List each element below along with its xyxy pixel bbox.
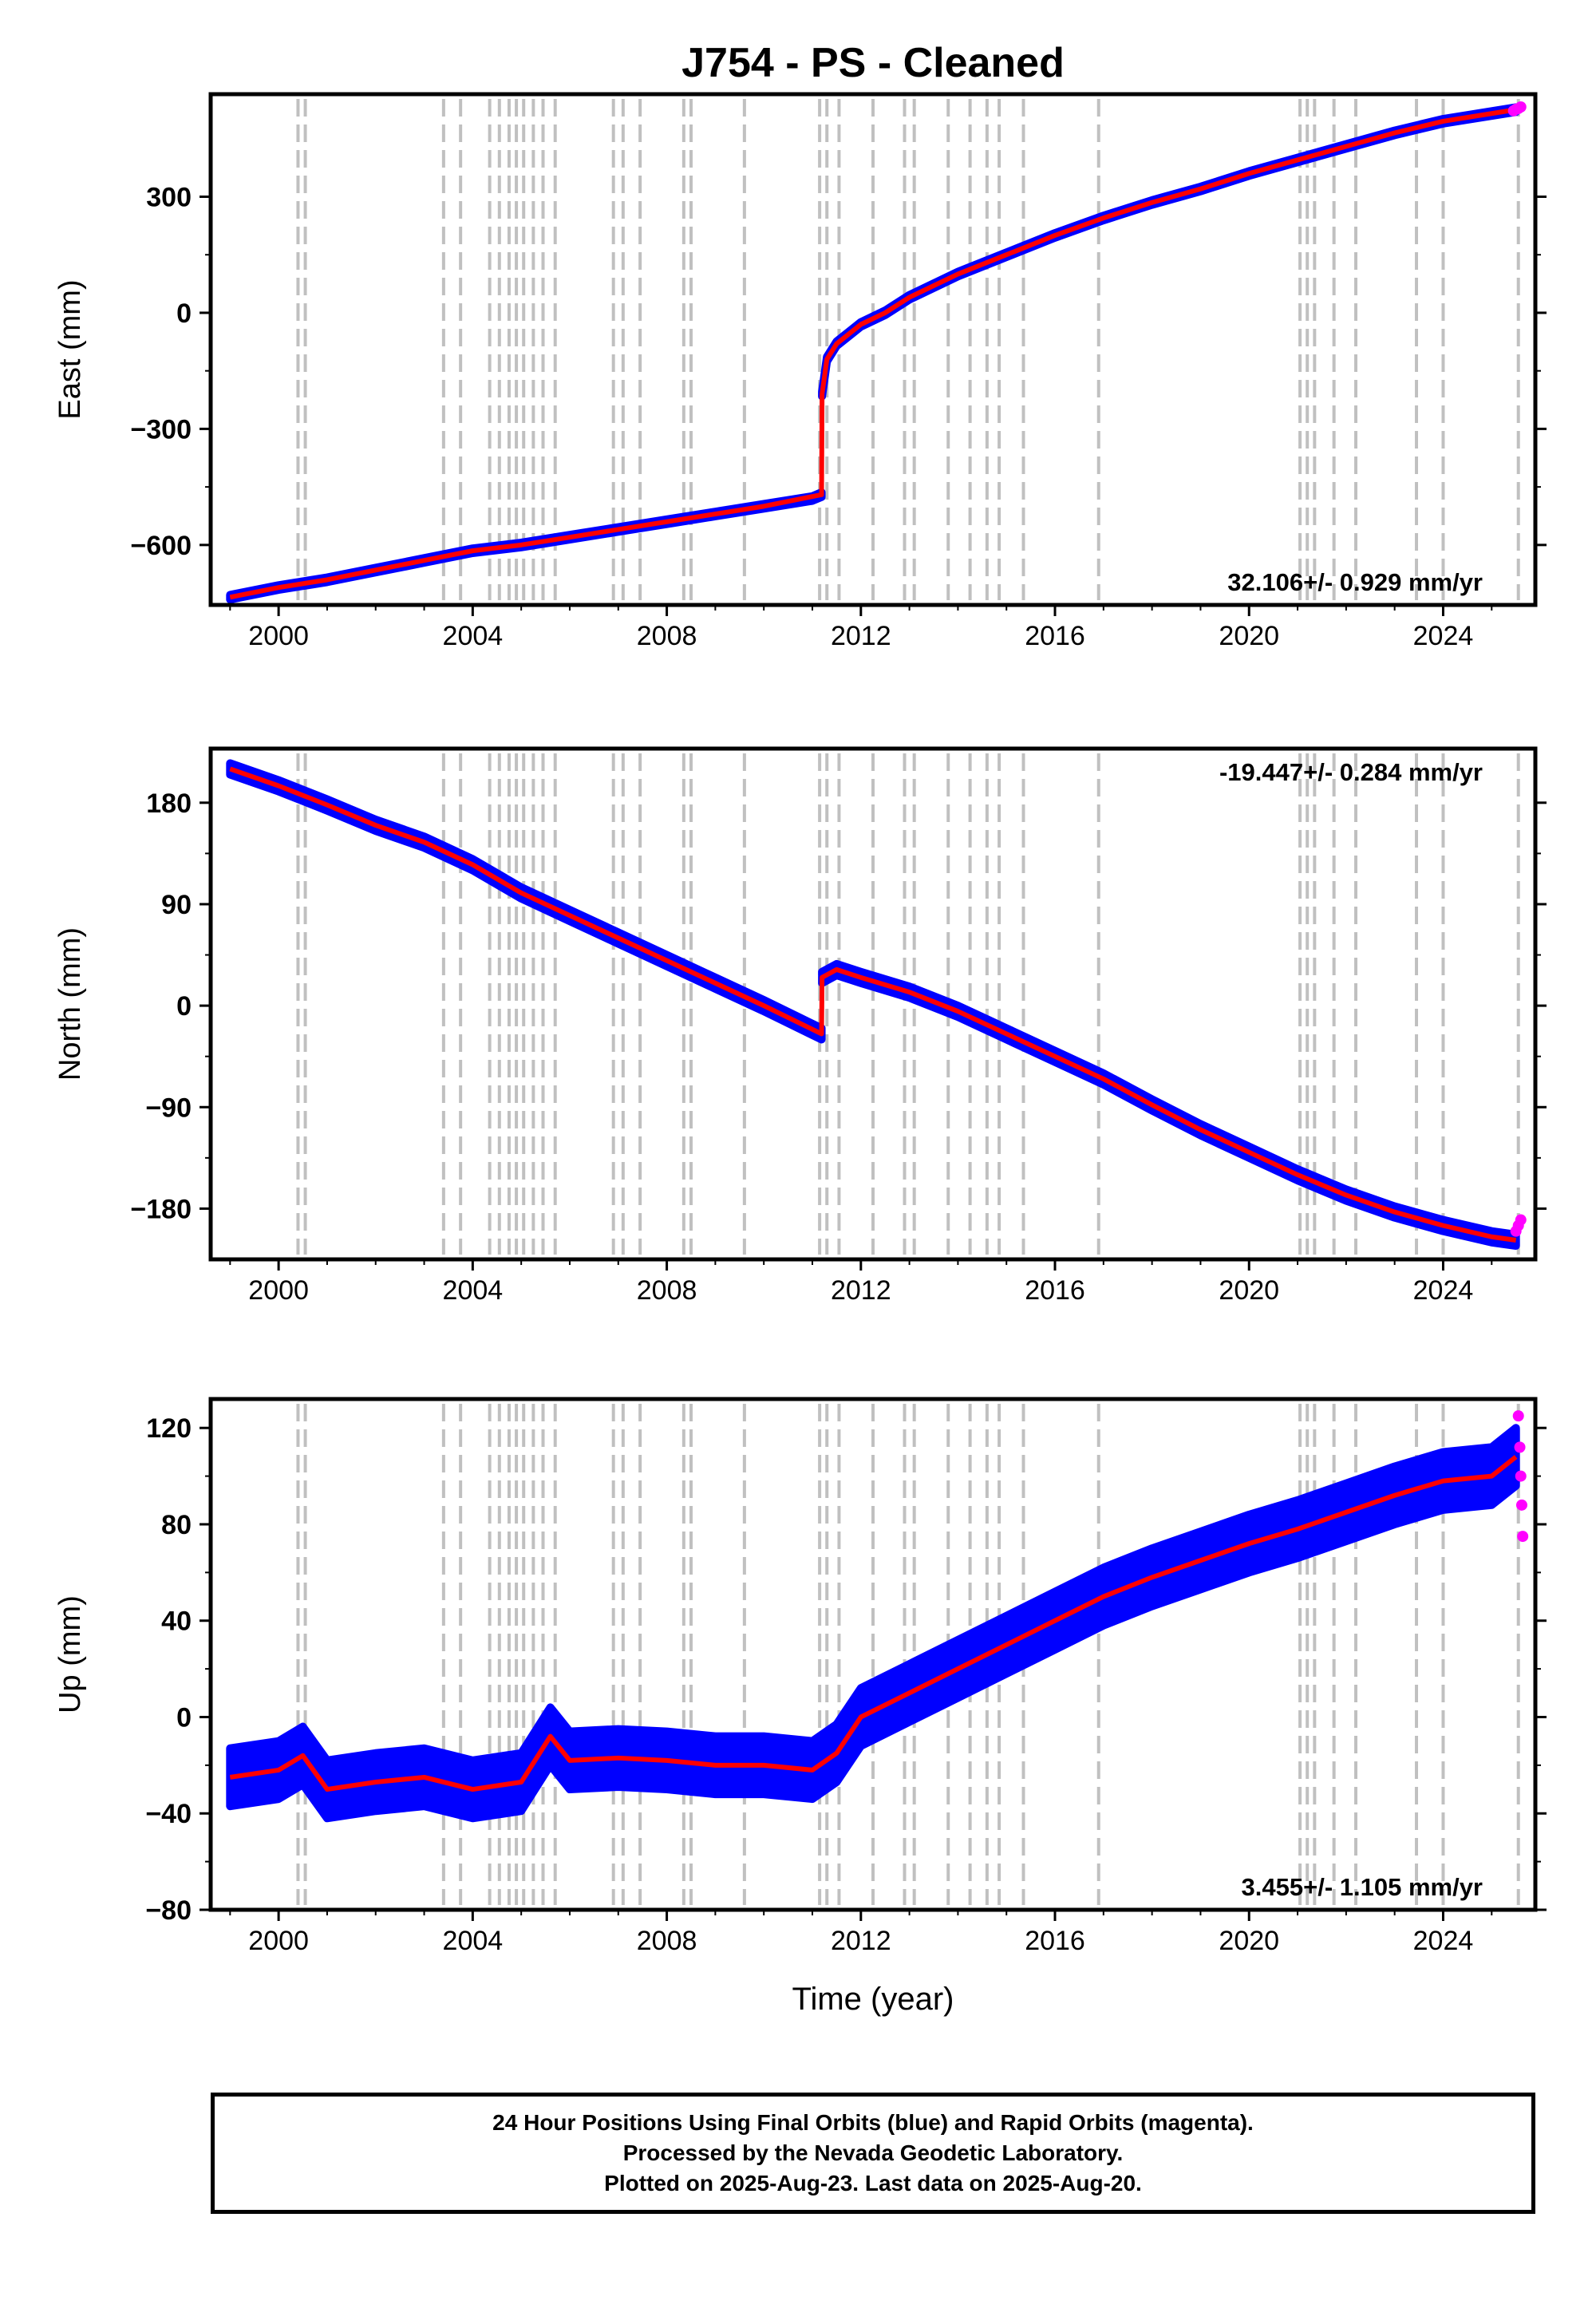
y-tick-label: −90 — [145, 1093, 192, 1123]
x-axis-label: Time (year) — [792, 1982, 954, 2017]
y-tick-label: −300 — [130, 414, 192, 445]
final-orbit-series — [818, 959, 1520, 1251]
x-tick-label: 2000 — [248, 1275, 309, 1306]
y-tick-label: 40 — [161, 1607, 192, 1637]
final-orbit-series — [226, 1424, 1520, 1823]
x-tick-label: 2012 — [831, 1275, 891, 1306]
y-tick-label: 180 — [146, 788, 192, 819]
model-fit-line — [229, 107, 1517, 600]
final-orbit-series — [226, 759, 826, 1044]
y-axis-label: East (mm) — [53, 279, 87, 419]
x-tick-label: 2008 — [637, 1926, 697, 1956]
panel-data-group — [226, 101, 1527, 604]
rapid-orbit-point — [1514, 1441, 1526, 1453]
x-tick-label: 2012 — [831, 621, 891, 651]
chart-title: J754 - PS - Cleaned — [681, 40, 1065, 86]
footer-line-3: Plotted on 2025-Aug-23. Last data on 202… — [604, 2171, 1142, 2196]
x-tick-label: 2008 — [637, 621, 697, 651]
y-tick-label: 90 — [161, 890, 192, 920]
y-tick-label: −80 — [145, 1895, 192, 1926]
y-tick-label: 80 — [161, 1510, 192, 1540]
x-tick-label: 2024 — [1413, 621, 1474, 651]
y-axis-label: North (mm) — [53, 927, 87, 1081]
x-tick-label: 2020 — [1219, 1275, 1279, 1306]
x-tick-label: 2020 — [1219, 621, 1279, 651]
x-tick-label: 2000 — [248, 1926, 309, 1956]
x-tick-label: 2012 — [831, 1926, 891, 1956]
final-orbit-series — [818, 103, 1520, 401]
x-tick-label: 2016 — [1025, 621, 1085, 651]
y-tick-label: 0 — [176, 991, 192, 1022]
model-fit-line — [229, 766, 1517, 1243]
x-tick-label: 2004 — [443, 1275, 504, 1306]
footer-line-2: Processed by the Nevada Geodetic Laborat… — [622, 2140, 1124, 2165]
rate-annotation: 32.106+/- 0.929 mm/yr — [1227, 568, 1483, 596]
rapid-orbit-point — [1517, 1531, 1529, 1543]
panel-frame — [208, 746, 1538, 1262]
model-fit-line — [229, 1455, 1518, 1792]
x-tick-label: 2016 — [1025, 1926, 1085, 1956]
rate-annotation: 3.455+/- 1.105 mm/yr — [1242, 1873, 1483, 1901]
x-tick-label: 2008 — [637, 1275, 697, 1306]
rapid-orbit-point — [1515, 101, 1527, 113]
rate-annotation: -19.447+/- 0.284 mm/yr — [1219, 758, 1483, 786]
panel-data-group — [226, 759, 1527, 1251]
footer-info-box: 24 Hour Positions Using Final Orbits (bl… — [211, 2093, 1535, 2214]
panel-frame — [208, 92, 1538, 607]
panel-up: 2000 2004 2008 2012 2016 2020 2024 −80 −40 0 40 80 1… — [53, 1397, 1547, 1956]
rapid-orbit-point — [1515, 1470, 1527, 1482]
panel-data-group — [226, 1410, 1529, 1823]
rapid-orbit-point — [1512, 1410, 1524, 1422]
footer-line-1: 24 Hour Positions Using Final Orbits (bl… — [492, 2110, 1254, 2135]
x-tick-label: 2020 — [1219, 1926, 1279, 1956]
x-tick-label: 2024 — [1413, 1275, 1474, 1306]
panel-north: 2000 2004 2008 2012 2016 2020 2024 −180 −90 0 90 18… — [53, 746, 1547, 1306]
x-tick-label: 2004 — [443, 1926, 504, 1956]
x-tick-label: 2004 — [443, 621, 504, 651]
y-tick-label: −180 — [130, 1194, 192, 1224]
rapid-orbit-point — [1515, 1499, 1527, 1511]
panel-frame — [208, 1397, 1538, 1912]
x-tick-label: 2024 — [1413, 1926, 1474, 1956]
rapid-orbit-point — [1515, 1214, 1527, 1226]
y-tick-label: 120 — [146, 1413, 192, 1444]
y-tick-label: −600 — [130, 531, 192, 561]
y-axis-label: Up (mm) — [53, 1595, 87, 1713]
y-tick-label: 0 — [176, 1702, 192, 1733]
y-tick-label: 0 — [176, 298, 192, 329]
y-tick-label: 300 — [146, 182, 192, 212]
x-tick-label: 2000 — [248, 621, 309, 651]
x-tick-label: 2016 — [1025, 1275, 1085, 1306]
y-tick-label: −40 — [145, 1799, 192, 1829]
panel-east: 2000 2004 2008 2012 2016 2020 2024 −600 −300 0 300… — [53, 92, 1547, 651]
